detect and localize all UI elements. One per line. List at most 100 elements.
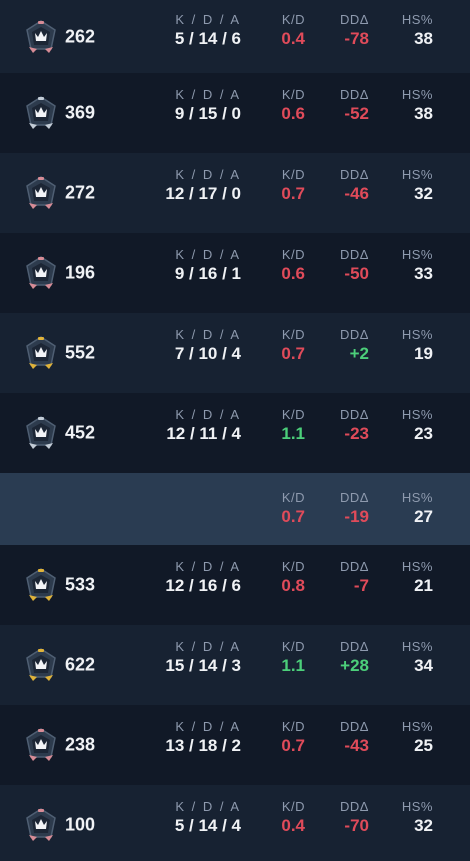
player-rating: 196 [65,262,96,283]
dd-column: DDΔ -52 [340,87,369,125]
dd-label: DDΔ [340,407,369,422]
dd-column: DDΔ -46 [340,167,369,205]
summary-hs-column: HS% 27 [402,490,433,528]
kd-label: K/D [281,407,305,422]
hs-label: HS% [401,639,433,654]
dd-column: DDΔ +2 [340,327,369,365]
hs-value: 32 [414,816,433,835]
rank-icon-silver [24,95,58,131]
hs-label: HS% [401,407,433,422]
player-row[interactable]: 369 K / D / A 9 / 15 / 0 K/D 0.6 DDΔ -52 HS% 38 [0,73,470,153]
kda-label: K / D / A [175,559,241,574]
kd-label: K/D [281,87,305,102]
dd-label: DDΔ [340,327,369,342]
dd-value: -52 [344,104,369,123]
kda-value: 5 / 14 / 6 [174,29,241,48]
summary-hs-value: 27 [414,507,433,526]
player-rating: 452 [65,422,96,443]
kda-value: 13 / 18 / 2 [165,736,241,755]
player-rating: 262 [65,26,96,46]
dd-label: DDΔ [340,799,369,814]
dd-label: DDΔ [340,719,369,734]
rank-icon-pink [24,807,58,843]
hs-value: 25 [414,736,433,755]
player-row[interactable]: 196 K / D / A 9 / 16 / 1 K/D 0.6 DDΔ -50 HS% 33 [0,233,470,313]
kd-column: K/D 0.4 [281,799,305,837]
kd-column: K/D 0.4 [281,12,305,50]
dd-label: DDΔ [340,559,369,574]
kda-value: 12 / 17 / 0 [165,184,241,203]
kd-value: 0.6 [281,264,305,283]
player-rating: 238 [65,734,96,755]
hs-column: HS% 21 [402,559,433,597]
kda-label: K / D / A [175,639,241,654]
player-rating: 533 [65,574,96,595]
kda-value: 12 / 16 / 6 [165,576,241,595]
hs-column: HS% 34 [402,639,433,677]
summary-kd-label: K/D [281,490,305,505]
player-rating: 272 [65,182,96,203]
hs-column: HS% 32 [402,167,433,205]
dd-value: -50 [344,264,369,283]
kda-column: K / D / A 12 / 16 / 6 [165,559,241,597]
summary-dd-column: DDΔ -19 [340,490,369,528]
dd-column: DDΔ -7 [340,559,369,597]
dd-value: +2 [349,344,369,363]
kda-column: K / D / A 15 / 14 / 3 [165,639,241,677]
kd-label: K/D [281,719,305,734]
kd-value: 0.7 [281,184,305,203]
rank-icon-pink [24,19,58,55]
player-row[interactable]: 552 K / D / A 7 / 10 / 4 K/D 0.7 DDΔ +2 HS% 19 [0,313,470,393]
hs-label: HS% [401,327,433,342]
kda-column: K / D / A 5 / 14 / 4 [175,799,241,837]
kd-column: K/D 0.6 [281,247,305,285]
kda-value: 7 / 10 / 4 [174,344,241,363]
kd-label: K/D [281,167,305,182]
rank-icon-gold [24,335,58,371]
hs-column: HS% 19 [402,327,433,365]
dd-label: DDΔ [340,639,369,654]
kd-value: 0.8 [281,576,305,595]
hs-value: 21 [414,576,433,595]
summary-kd-column: K/D 0.7 [281,490,305,528]
player-row[interactable]: 533 K / D / A 12 / 16 / 6 K/D 0.8 DDΔ -7 HS% 21 [0,545,470,625]
dd-label: DDΔ [340,12,369,27]
player-row[interactable]: 100 K / D / A 5 / 14 / 4 K/D 0.4 DDΔ -70 HS% 32 [0,785,470,861]
player-row[interactable]: 272 K / D / A 12 / 17 / 0 K/D 0.7 DDΔ -46 HS% 32 [0,153,470,233]
dd-column: DDΔ +28 [340,639,369,677]
kd-column: K/D 0.8 [281,559,305,597]
player-rating: 552 [65,342,96,363]
dd-value: -46 [344,184,369,203]
player-row[interactable]: 622 K / D / A 15 / 14 / 3 K/D 1.1 DDΔ +28 HS% 34 [0,625,470,705]
dd-column: DDΔ -70 [340,799,369,837]
kd-column: K/D 0.7 [281,327,305,365]
kda-label: K / D / A [175,87,241,102]
kd-column: K/D 1.1 [281,639,305,677]
summary-dd-value: -19 [344,507,369,526]
hs-label: HS% [401,247,433,262]
dd-value: -78 [344,29,369,48]
rank-icon-pink [24,727,58,763]
kd-label: K/D [281,247,305,262]
kd-value: 0.4 [281,816,305,835]
hs-value: 38 [414,29,433,48]
player-row[interactable]: 452 K / D / A 12 / 11 / 4 K/D 1.1 DDΔ -23 HS% 23 [0,393,470,473]
kda-column: K / D / A 5 / 14 / 6 [175,12,241,50]
kda-value: 15 / 14 / 3 [165,656,241,675]
rank-icon-gold [24,567,58,603]
player-row[interactable]: 262 K / D / A 5 / 14 / 6 K/D 0.4 DDΔ -78 HS% 38 [0,0,470,73]
dd-column: DDΔ -23 [340,407,369,445]
dd-label: DDΔ [340,167,369,182]
kd-label: K/D [281,327,305,342]
hs-column: HS% 38 [402,12,433,50]
dd-value: +28 [340,656,369,675]
hs-label: HS% [401,799,433,814]
kda-value: 9 / 15 / 0 [174,104,241,123]
kda-value: 9 / 16 / 1 [174,264,241,283]
player-row[interactable]: 238 K / D / A 13 / 18 / 2 K/D 0.7 DDΔ -43 HS% 25 [0,705,470,785]
kd-value: 1.1 [281,424,305,443]
kda-column: K / D / A 9 / 15 / 0 [175,87,241,125]
kda-column: K / D / A 13 / 18 / 2 [165,719,241,757]
kd-label: K/D [281,639,305,654]
dd-label: DDΔ [340,247,369,262]
